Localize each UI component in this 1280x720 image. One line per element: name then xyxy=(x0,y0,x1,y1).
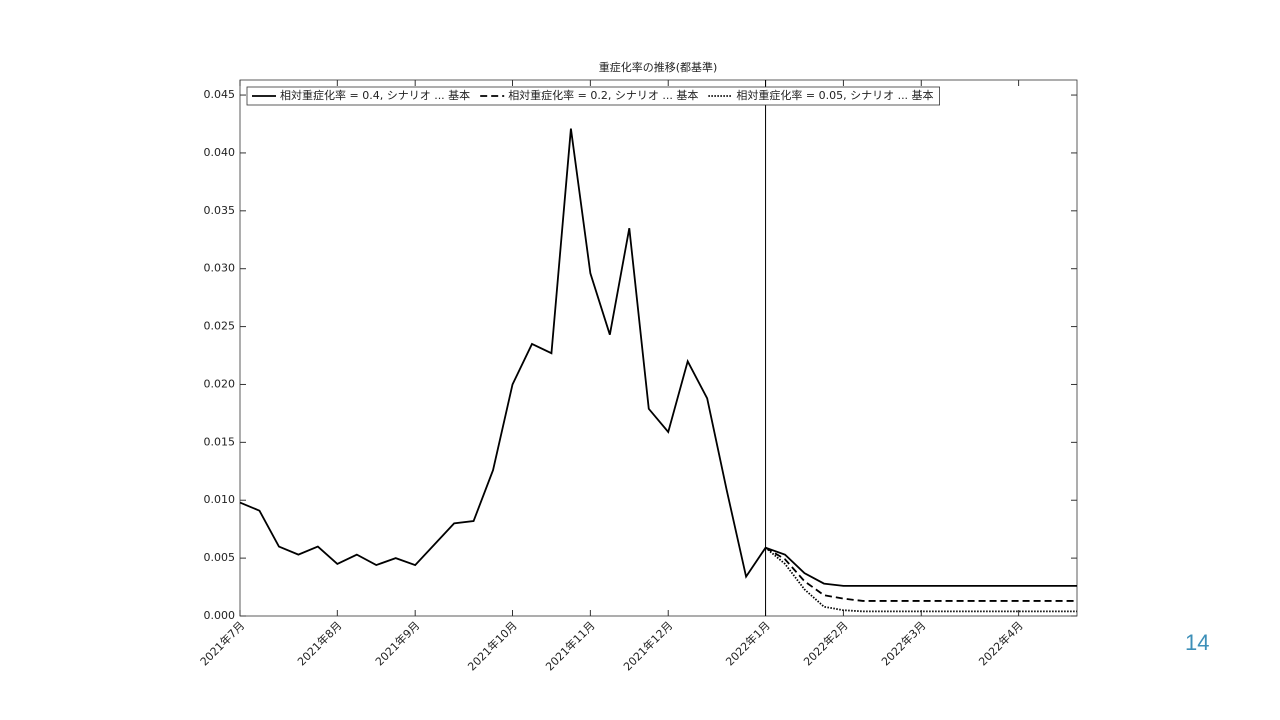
x-tick-label: 2021年11月 xyxy=(542,618,597,673)
x-tick-label: 2021年9月 xyxy=(372,618,422,668)
y-tick-label: 0.035 xyxy=(204,204,236,217)
series-line xyxy=(239,128,1077,587)
x-tick-label: 2021年7月 xyxy=(197,618,247,668)
chart-title: 重症化率の推移(都基準) xyxy=(599,60,718,74)
y-tick-label: 0.020 xyxy=(204,377,236,390)
x-tick-label: 2022年1月 xyxy=(723,618,773,668)
x-tick-label: 2022年2月 xyxy=(800,618,850,668)
x-tick-label: 2021年8月 xyxy=(294,618,344,668)
y-tick-label: 0.010 xyxy=(204,493,236,506)
slide-number: 14 xyxy=(1185,630,1210,655)
legend: 相対重症化率 = 0.4, シナリオ ... 基本 相対重症化率 = 0.2, シ… xyxy=(246,86,940,106)
series-line xyxy=(764,547,1077,613)
legend-label: 相対重症化率 = 0.2, シナリオ ... 基本 xyxy=(508,88,698,102)
y-tick-label: 0.000 xyxy=(204,609,236,622)
x-tick-label: 2021年12月 xyxy=(620,618,675,673)
plot-frame xyxy=(239,79,1078,617)
legend-label: 相対重症化率 = 0.4, シナリオ ... 基本 xyxy=(280,88,470,102)
y-tick-label: 0.040 xyxy=(204,146,236,159)
y-tick-label: 0.025 xyxy=(204,320,236,333)
series-line xyxy=(765,546,1077,602)
y-tick-label: 0.045 xyxy=(204,88,236,101)
x-tick-label: 2021年10月 xyxy=(465,618,520,673)
legend-label: 相対重症化率 = 0.05, シナリオ ... 基本 xyxy=(736,88,933,102)
y-tick-label: 0.015 xyxy=(204,435,236,448)
y-tick-label: 0.030 xyxy=(204,262,236,275)
y-tick-label: 0.005 xyxy=(204,551,236,564)
x-tick-label: 2022年3月 xyxy=(878,618,928,668)
x-tick-label: 2022年4月 xyxy=(976,618,1026,668)
legend-box xyxy=(246,86,940,106)
